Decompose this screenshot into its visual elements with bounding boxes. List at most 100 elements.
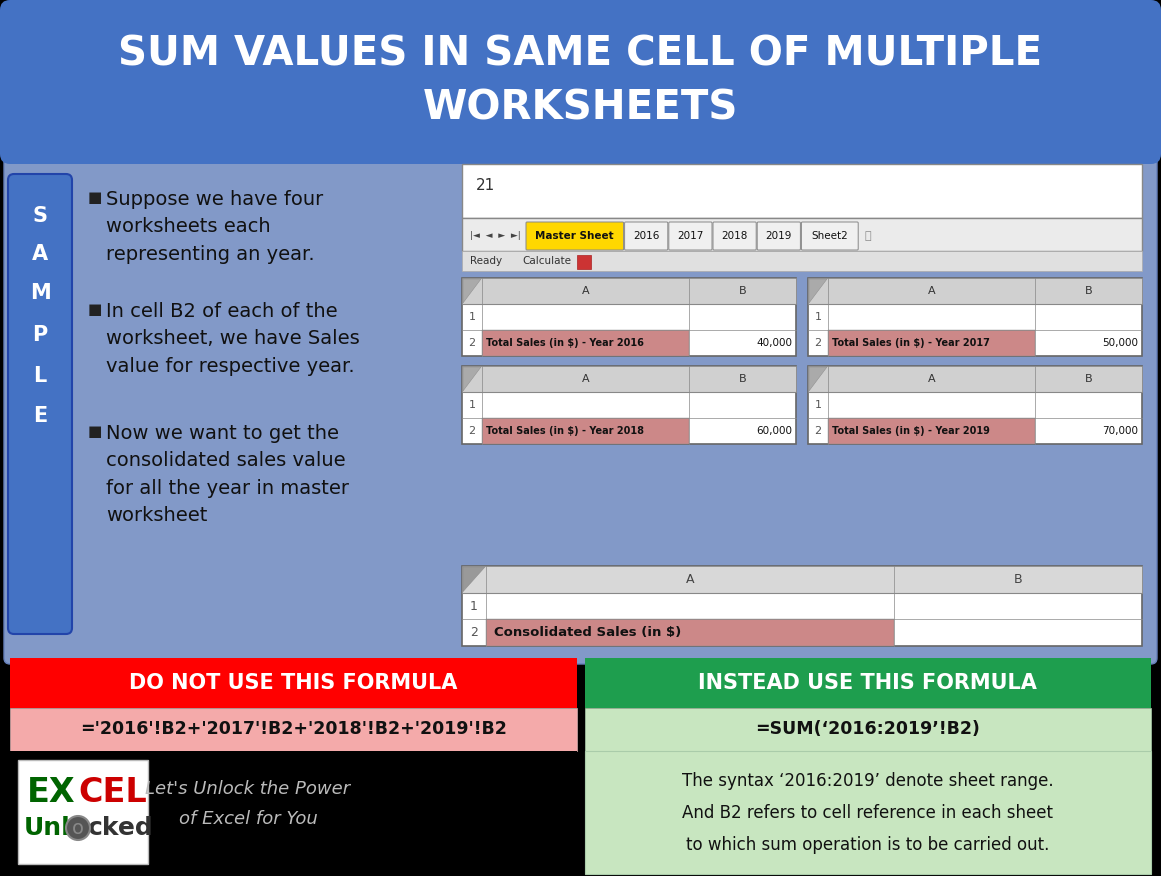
Bar	[808, 366, 1142, 444]
Text: Ready: Ready	[470, 256, 502, 266]
Text: 1: 1	[815, 400, 822, 410]
Text: 60,000: 60,000	[756, 426, 792, 436]
Text: Sheet2: Sheet2	[812, 231, 849, 241]
Text: B: B	[738, 374, 747, 384]
Text: 70,000: 70,000	[1102, 426, 1138, 436]
Text: S: S	[33, 206, 48, 226]
Text: Master Sheet: Master Sheet	[535, 231, 614, 241]
FancyBboxPatch shape	[0, 0, 1161, 164]
Text: E: E	[33, 406, 48, 426]
Text: 50,000: 50,000	[1102, 338, 1138, 348]
Bar	[10, 708, 577, 751]
Text: 2: 2	[814, 338, 822, 348]
Text: INSTEAD USE THIS FORMULA: INSTEAD USE THIS FORMULA	[698, 673, 1037, 693]
Text: WORKSHEETS: WORKSHEETS	[423, 88, 738, 128]
Text: Calculate: Calculate	[522, 256, 571, 266]
Bar	[10, 751, 577, 874]
Text: B: B	[1084, 286, 1093, 296]
FancyBboxPatch shape	[526, 222, 623, 250]
Bar	[486, 619, 894, 646]
Text: 21: 21	[476, 179, 496, 194]
Text: B: B	[1084, 374, 1093, 384]
Text: Now we want to get the
consolidated sales value
for all the year in master
works: Now we want to get the consolidated sale…	[106, 424, 349, 525]
Text: ■: ■	[88, 190, 102, 205]
Text: Let's Unlock the Power: Let's Unlock the Power	[145, 780, 351, 798]
Text: cked: cked	[88, 816, 153, 840]
Bar	[808, 278, 1142, 356]
Bar	[462, 566, 1142, 646]
Bar	[584, 708, 1151, 751]
Text: DO NOT USE THIS FORMULA: DO NOT USE THIS FORMULA	[129, 673, 457, 693]
Text: o: o	[72, 818, 84, 837]
Text: 1: 1	[470, 599, 478, 612]
Text: 2: 2	[468, 338, 476, 348]
Circle shape	[66, 816, 91, 840]
Bar	[828, 418, 1036, 444]
Bar	[808, 278, 1142, 304]
Polygon shape	[463, 279, 481, 303]
Bar	[828, 330, 1036, 356]
Text: SUM VALUES IN SAME CELL OF MULTIPLE: SUM VALUES IN SAME CELL OF MULTIPLE	[118, 34, 1043, 74]
Bar	[462, 278, 796, 304]
Bar	[808, 366, 1142, 392]
Text: 1: 1	[469, 312, 476, 322]
Text: 1: 1	[815, 312, 822, 322]
Text: ='2016'!B2+'2017'!B2+'2018'!B2+'2019'!B2: ='2016'!B2+'2017'!B2+'2018'!B2+'2019'!B2	[80, 720, 506, 738]
FancyBboxPatch shape	[8, 174, 72, 634]
Text: |◄  ◄  ►  ►|: |◄ ◄ ► ►|	[470, 230, 521, 239]
Text: B: B	[738, 286, 747, 296]
FancyBboxPatch shape	[757, 222, 800, 250]
Polygon shape	[463, 567, 485, 591]
FancyBboxPatch shape	[801, 222, 858, 250]
Bar	[462, 164, 1142, 218]
Bar	[584, 751, 1151, 874]
Text: A: A	[686, 573, 694, 586]
Bar	[577, 255, 591, 269]
Bar	[482, 330, 690, 356]
Text: 2019: 2019	[765, 231, 792, 241]
Text: A: A	[928, 374, 936, 384]
FancyBboxPatch shape	[713, 222, 756, 250]
Text: 📷: 📷	[864, 231, 871, 241]
Bar	[482, 418, 690, 444]
Text: =SUM(‘2016:2019’!B2): =SUM(‘2016:2019’!B2)	[756, 720, 980, 738]
Text: Total Sales (in $) - Year 2016: Total Sales (in $) - Year 2016	[486, 338, 644, 348]
FancyBboxPatch shape	[625, 222, 668, 250]
Text: 2017: 2017	[677, 231, 704, 241]
FancyBboxPatch shape	[3, 152, 1158, 664]
Bar	[462, 566, 1142, 593]
Text: Total Sales (in $) - Year 2018: Total Sales (in $) - Year 2018	[486, 426, 644, 436]
Text: A: A	[582, 374, 590, 384]
Bar	[462, 366, 796, 444]
Text: P: P	[33, 325, 48, 345]
Text: A: A	[582, 286, 590, 296]
Text: 2: 2	[468, 426, 476, 436]
Polygon shape	[809, 367, 827, 391]
Polygon shape	[809, 279, 827, 303]
Text: 2: 2	[470, 626, 478, 639]
Text: Consolidated Sales (in $): Consolidated Sales (in $)	[493, 626, 682, 639]
Text: of Excel for You: of Excel for You	[179, 810, 317, 828]
Text: 2: 2	[814, 426, 822, 436]
Text: Total Sales (in $) - Year 2017: Total Sales (in $) - Year 2017	[832, 338, 990, 348]
Text: CEL: CEL	[78, 775, 146, 809]
Text: ■: ■	[88, 424, 102, 439]
Text: Suppose we have four
worksheets each
representing an year.: Suppose we have four worksheets each rep…	[106, 190, 323, 264]
Text: A: A	[928, 286, 936, 296]
Text: Unl: Unl	[23, 816, 70, 840]
Bar	[462, 278, 796, 356]
Text: Total Sales (in $) - Year 2019: Total Sales (in $) - Year 2019	[832, 426, 990, 436]
Bar	[462, 218, 1142, 251]
Bar	[462, 251, 1142, 271]
FancyBboxPatch shape	[669, 222, 712, 250]
Bar	[584, 658, 1151, 708]
Text: B: B	[1014, 573, 1023, 586]
Text: 2016: 2016	[633, 231, 659, 241]
Polygon shape	[463, 367, 481, 391]
Bar	[462, 366, 796, 392]
Text: 2018: 2018	[721, 231, 748, 241]
Bar	[10, 658, 577, 708]
Text: ■: ■	[88, 302, 102, 317]
Bar	[19, 760, 147, 864]
Text: EX: EX	[28, 775, 75, 809]
